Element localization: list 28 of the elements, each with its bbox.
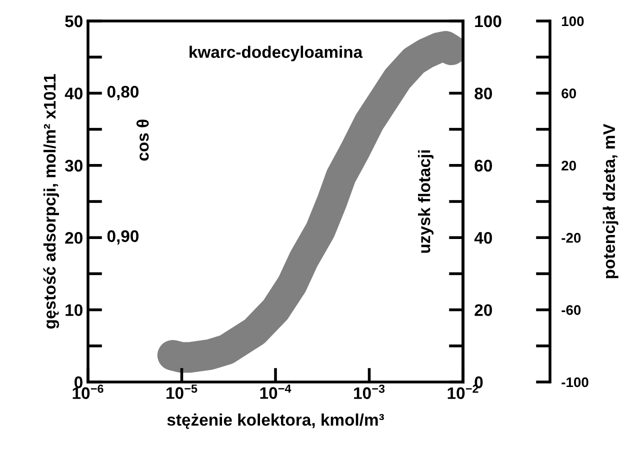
y-tick-label: 20 (65, 232, 82, 244)
y2-axis-title: uzysk flotacji (418, 150, 434, 253)
y2-tick-label: 80 (474, 88, 492, 100)
x-tick-label: 10$^{−3}$ (354, 384, 385, 400)
y2-tick-label: 60 (474, 160, 492, 172)
y3-tick-label: 60 (562, 88, 576, 98)
y-axis-title: gęstość adsorpcji, mol/m² x1011 (43, 74, 60, 329)
y-tick-label: 30 (64, 160, 82, 172)
y2-tick-label: 100 (475, 15, 502, 28)
y3-tick-label: -100 (562, 377, 588, 388)
y2-tick-label: 20 (474, 304, 492, 316)
x-tick-label: 10$^{−5}$ (166, 384, 198, 399)
y-tick-label: 10 (66, 304, 82, 316)
y3-axis-title: potencjał dzeta, mV (602, 124, 618, 278)
y2-tick-label: 40 (474, 232, 492, 244)
y-tick-label: 0 (74, 376, 82, 388)
y3-tick-label: -20 (562, 232, 581, 243)
annotation: 0,80 (107, 86, 139, 100)
annotation: kwarc-dodecyloamina (190, 46, 363, 62)
y3-tick-label: 20 (562, 160, 576, 171)
x-axis-title: stężenie kolektora, kmol/m³ (167, 414, 384, 429)
y-tick-label: 40 (64, 88, 82, 100)
y-tick-label: 50 (65, 15, 82, 28)
x-tick-label: 10$^{−4}$ (260, 384, 292, 399)
y3-tick-label: 100 (562, 16, 584, 26)
y3-tick-label: -60 (562, 305, 581, 315)
annotation: 0,90 (107, 230, 139, 244)
annotation: cos θ (136, 120, 149, 161)
